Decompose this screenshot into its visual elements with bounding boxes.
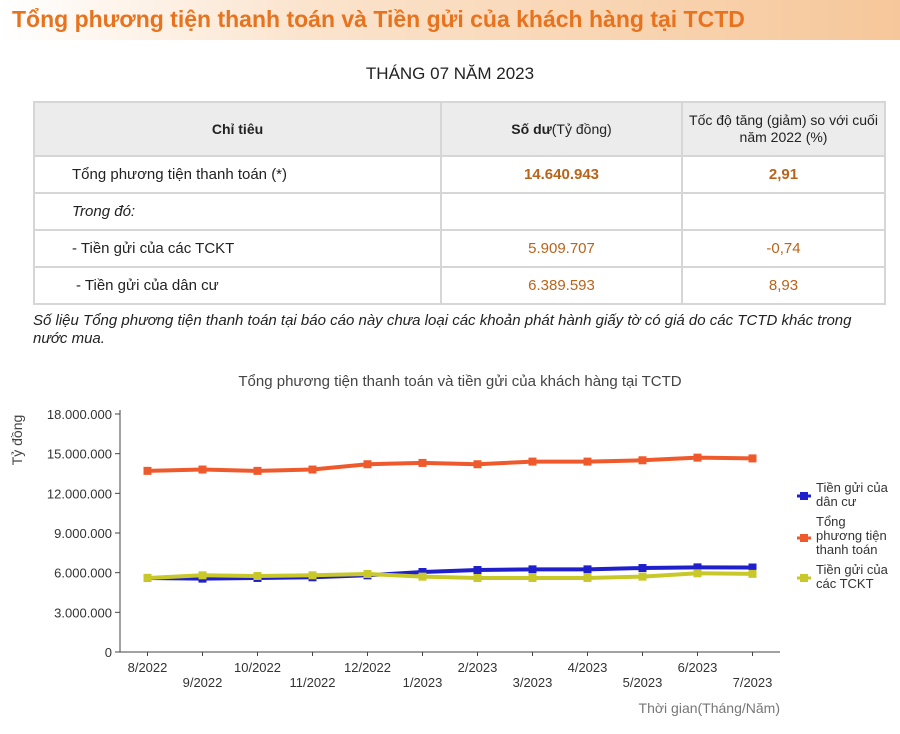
data-point <box>748 569 757 578</box>
chart-legend: Tiền gửi của dân cư Tổng phương tiện thanh t… <box>797 480 889 591</box>
data-point <box>418 572 427 581</box>
x-axis-label: Thời gian(Tháng/Năm) <box>639 700 780 716</box>
footnote: Số liệu Tổng phương tiện thanh toán tại … <box>33 312 852 347</box>
header-balance: Số dư(Tỷ đồng) <box>440 101 683 157</box>
row-growth: 8,93 <box>681 266 886 305</box>
row-balance <box>440 192 683 231</box>
legend-marker <box>800 534 808 542</box>
x-tick-label: 8/2022 <box>128 660 168 675</box>
series-line <box>147 565 753 581</box>
x-tick-label: 3/2023 <box>513 675 553 690</box>
table-header-row: Chỉ tiêu Số dư(Tỷ đồng) Tốc độ tăng (giả… <box>33 101 886 157</box>
series-line <box>147 571 753 580</box>
data-point <box>308 571 317 580</box>
data-point <box>363 569 372 578</box>
row-balance: 5.909.707 <box>440 229 683 268</box>
y-tick-label: 9.000.000 <box>54 526 112 541</box>
row-label: Trong đó: <box>33 192 442 231</box>
y-tick-label: 0 <box>105 645 112 660</box>
legend-label: Tổng phương tiện thanh toán <box>816 514 887 557</box>
row-growth <box>681 192 886 231</box>
y-axis-label: Tỷ đồng <box>9 415 25 466</box>
data-point <box>198 571 207 580</box>
data-point <box>748 563 757 572</box>
report-period: THÁNG 07 NĂM 2023 <box>365 64 535 83</box>
data-point <box>638 456 647 465</box>
x-tick-label: 10/2022 <box>234 660 281 675</box>
line-chart: Tổng phương tiện thanh toán và tiền gửi … <box>9 373 889 716</box>
header-band <box>0 0 900 40</box>
header-growth: Tốc độ tăng (giảm) so với cuối năm 2022 … <box>681 101 886 157</box>
row-label: Tổng phương tiện thanh toán (*) <box>33 155 442 194</box>
data-point <box>473 460 482 469</box>
data-point <box>198 465 207 474</box>
header-balance-bold: Số dư <box>511 121 552 137</box>
data-point <box>143 573 152 582</box>
x-tick-label: 12/2022 <box>344 660 391 675</box>
data-point <box>693 569 702 578</box>
y-tick-label: 18.000.000 <box>47 407 112 422</box>
row-growth: 2,91 <box>681 155 886 194</box>
data-point <box>143 466 152 475</box>
x-tick-label: 11/2022 <box>289 675 335 690</box>
data-point <box>308 465 317 474</box>
data-point <box>638 564 647 573</box>
data-point <box>418 568 427 577</box>
table-row: - Tiền gửi của các TCKT 5.909.707 -0,74 <box>33 229 886 268</box>
plot-area: 0 3.000.000 6.000.000 9.000.000 12.000.000 15… <box>47 407 780 690</box>
y-tick-label: 15.000.000 <box>47 447 112 462</box>
data-point <box>693 453 702 462</box>
x-tick-label: 5/2023 <box>623 675 663 690</box>
legend-label: Tiền gửi của dân cư <box>816 480 889 509</box>
x-tick-label: 1/2023 <box>403 675 443 690</box>
data-point <box>363 460 372 469</box>
legend-label: Tiền gửi của các TCKT <box>816 562 889 591</box>
data-point <box>583 457 592 466</box>
data-point <box>748 454 757 463</box>
x-tick-label: 4/2023 <box>568 660 608 675</box>
chart-title: Tổng phương tiện thanh toán và tiền gửi … <box>238 373 681 390</box>
table-row: Tổng phương tiện thanh toán (*) 14.640.9… <box>33 155 886 194</box>
series-line <box>147 455 753 473</box>
page-title: Tổng phương tiện thanh toán và Tiền gửi … <box>12 6 745 32</box>
legend-marker <box>800 492 808 500</box>
x-tick-label: 6/2023 <box>678 660 718 675</box>
data-point <box>528 565 537 574</box>
data-point <box>253 466 262 475</box>
y-tick-label: 3.000.000 <box>54 605 112 620</box>
row-growth: -0,74 <box>681 229 886 268</box>
data-point <box>253 571 262 580</box>
data-point <box>473 573 482 582</box>
header-balance-unit: (Tỷ đồng) <box>551 121 612 137</box>
row-label: - Tiền gửi của các TCKT <box>33 229 442 268</box>
data-point <box>583 565 592 574</box>
row-label: - Tiền gửi của dân cư <box>33 266 442 305</box>
data-point <box>528 573 537 582</box>
y-tick-label: 12.000.000 <box>47 486 112 501</box>
table-row: - Tiền gửi của dân cư 6.389.593 8,93 <box>33 266 886 305</box>
data-point <box>638 572 647 581</box>
data-point <box>473 566 482 575</box>
data-point <box>418 458 427 467</box>
row-balance: 14.640.943 <box>440 155 683 194</box>
x-tick-label: 2/2023 <box>458 660 498 675</box>
row-balance: 6.389.593 <box>440 266 683 305</box>
data-point <box>583 573 592 582</box>
data-point <box>693 563 702 572</box>
summary-table: Chỉ tiêu Số dư(Tỷ đồng) Tốc độ tăng (giả… <box>33 101 886 305</box>
x-tick-label: 7/2023 <box>733 675 773 690</box>
legend-marker <box>800 574 808 582</box>
table-row: Trong đó: <box>33 192 886 231</box>
y-tick-label: 6.000.000 <box>54 566 112 581</box>
header-indicator: Chỉ tiêu <box>33 101 442 157</box>
x-tick-label: 9/2022 <box>183 675 223 690</box>
data-point <box>528 457 537 466</box>
